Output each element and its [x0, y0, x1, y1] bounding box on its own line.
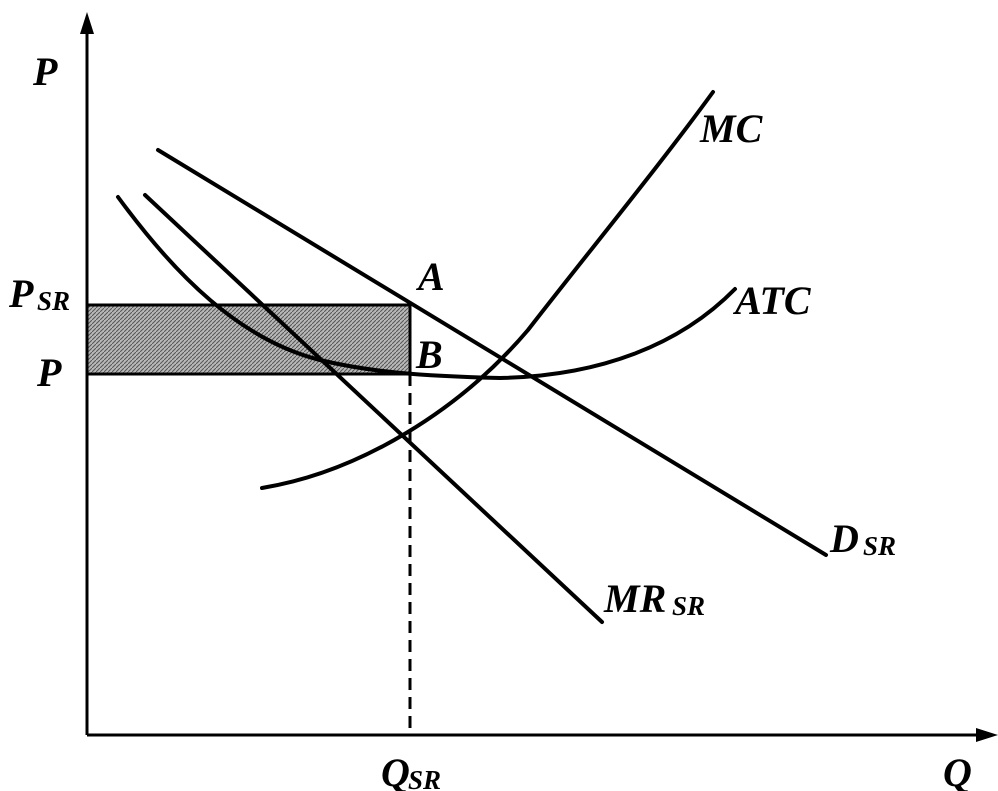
- price-p-label: P: [36, 350, 62, 395]
- y-axis-arrowhead: [80, 12, 94, 34]
- demand-curve: [156, 148, 828, 557]
- mr-label: MR: [603, 576, 666, 621]
- y-axis-label: P: [32, 49, 58, 94]
- marginal-cost-curve: [260, 90, 715, 490]
- point-a-label: A: [415, 254, 445, 299]
- price-psr-subscript: SR: [37, 286, 70, 316]
- x-axis-arrowhead: [976, 728, 998, 742]
- quantity-qsr-subscript: SR: [408, 765, 441, 791]
- quantity-qsr-label: Q: [381, 750, 410, 791]
- mc-label: MC: [699, 106, 764, 151]
- price-psr-label: P: [8, 271, 34, 316]
- mr-subscript: SR: [672, 591, 705, 621]
- x-axis-label: Q: [943, 750, 972, 791]
- demand-subscript: SR: [863, 531, 896, 561]
- profit-area: [85, 303, 412, 376]
- average-total-cost-curve: [116, 195, 737, 380]
- marginal-revenue-curve: [143, 193, 604, 624]
- demand-label: D: [829, 516, 859, 561]
- atc-label: ATC: [732, 278, 812, 323]
- point-b-label: B: [415, 332, 443, 377]
